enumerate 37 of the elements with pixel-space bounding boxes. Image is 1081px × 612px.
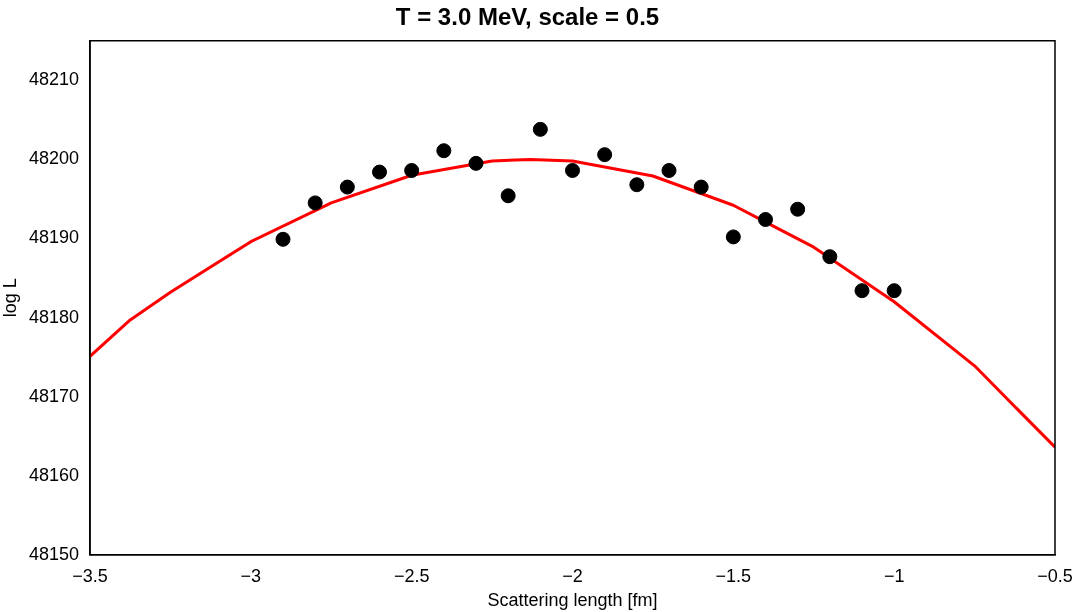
y-tick-label: 48210 — [28, 69, 79, 90]
point — [468, 155, 484, 171]
point — [854, 283, 870, 299]
x-tick-label: −0.5 — [1037, 565, 1073, 586]
point — [597, 147, 613, 163]
chart-title: T = 3.0 MeV, scale = 0.5 — [395, 3, 660, 31]
point — [275, 231, 291, 247]
point — [758, 212, 773, 228]
point — [822, 249, 838, 265]
x-tick-label: −2 — [562, 565, 583, 586]
x-tick-label: −3.5 — [72, 565, 108, 586]
y-tick-label: 48150 — [28, 543, 79, 564]
x-tick-label: −1 — [883, 565, 905, 586]
point — [404, 162, 420, 178]
point — [790, 201, 806, 217]
y-tick-label: 48180 — [28, 306, 79, 327]
point — [886, 283, 902, 299]
point — [565, 162, 580, 178]
point — [307, 195, 323, 211]
point — [629, 177, 645, 193]
point — [372, 164, 387, 180]
x-axis-title: Scattering length [fm] — [487, 590, 658, 611]
point — [661, 162, 677, 178]
y-tick-label: 48190 — [28, 227, 79, 248]
x-tick-label: −1.5 — [715, 565, 752, 586]
point — [339, 179, 355, 195]
y-axis-title: log L — [0, 278, 20, 318]
y-tick-label: 48200 — [28, 148, 79, 169]
point — [500, 188, 516, 204]
point — [532, 121, 548, 137]
y-tick-label: 48160 — [28, 464, 79, 485]
x-tick-label: −2.5 — [393, 565, 430, 586]
y-tick-label: 48170 — [28, 385, 79, 406]
point — [725, 229, 741, 245]
point — [693, 179, 709, 195]
point — [436, 143, 452, 159]
x-tick-label: −3 — [240, 565, 262, 586]
